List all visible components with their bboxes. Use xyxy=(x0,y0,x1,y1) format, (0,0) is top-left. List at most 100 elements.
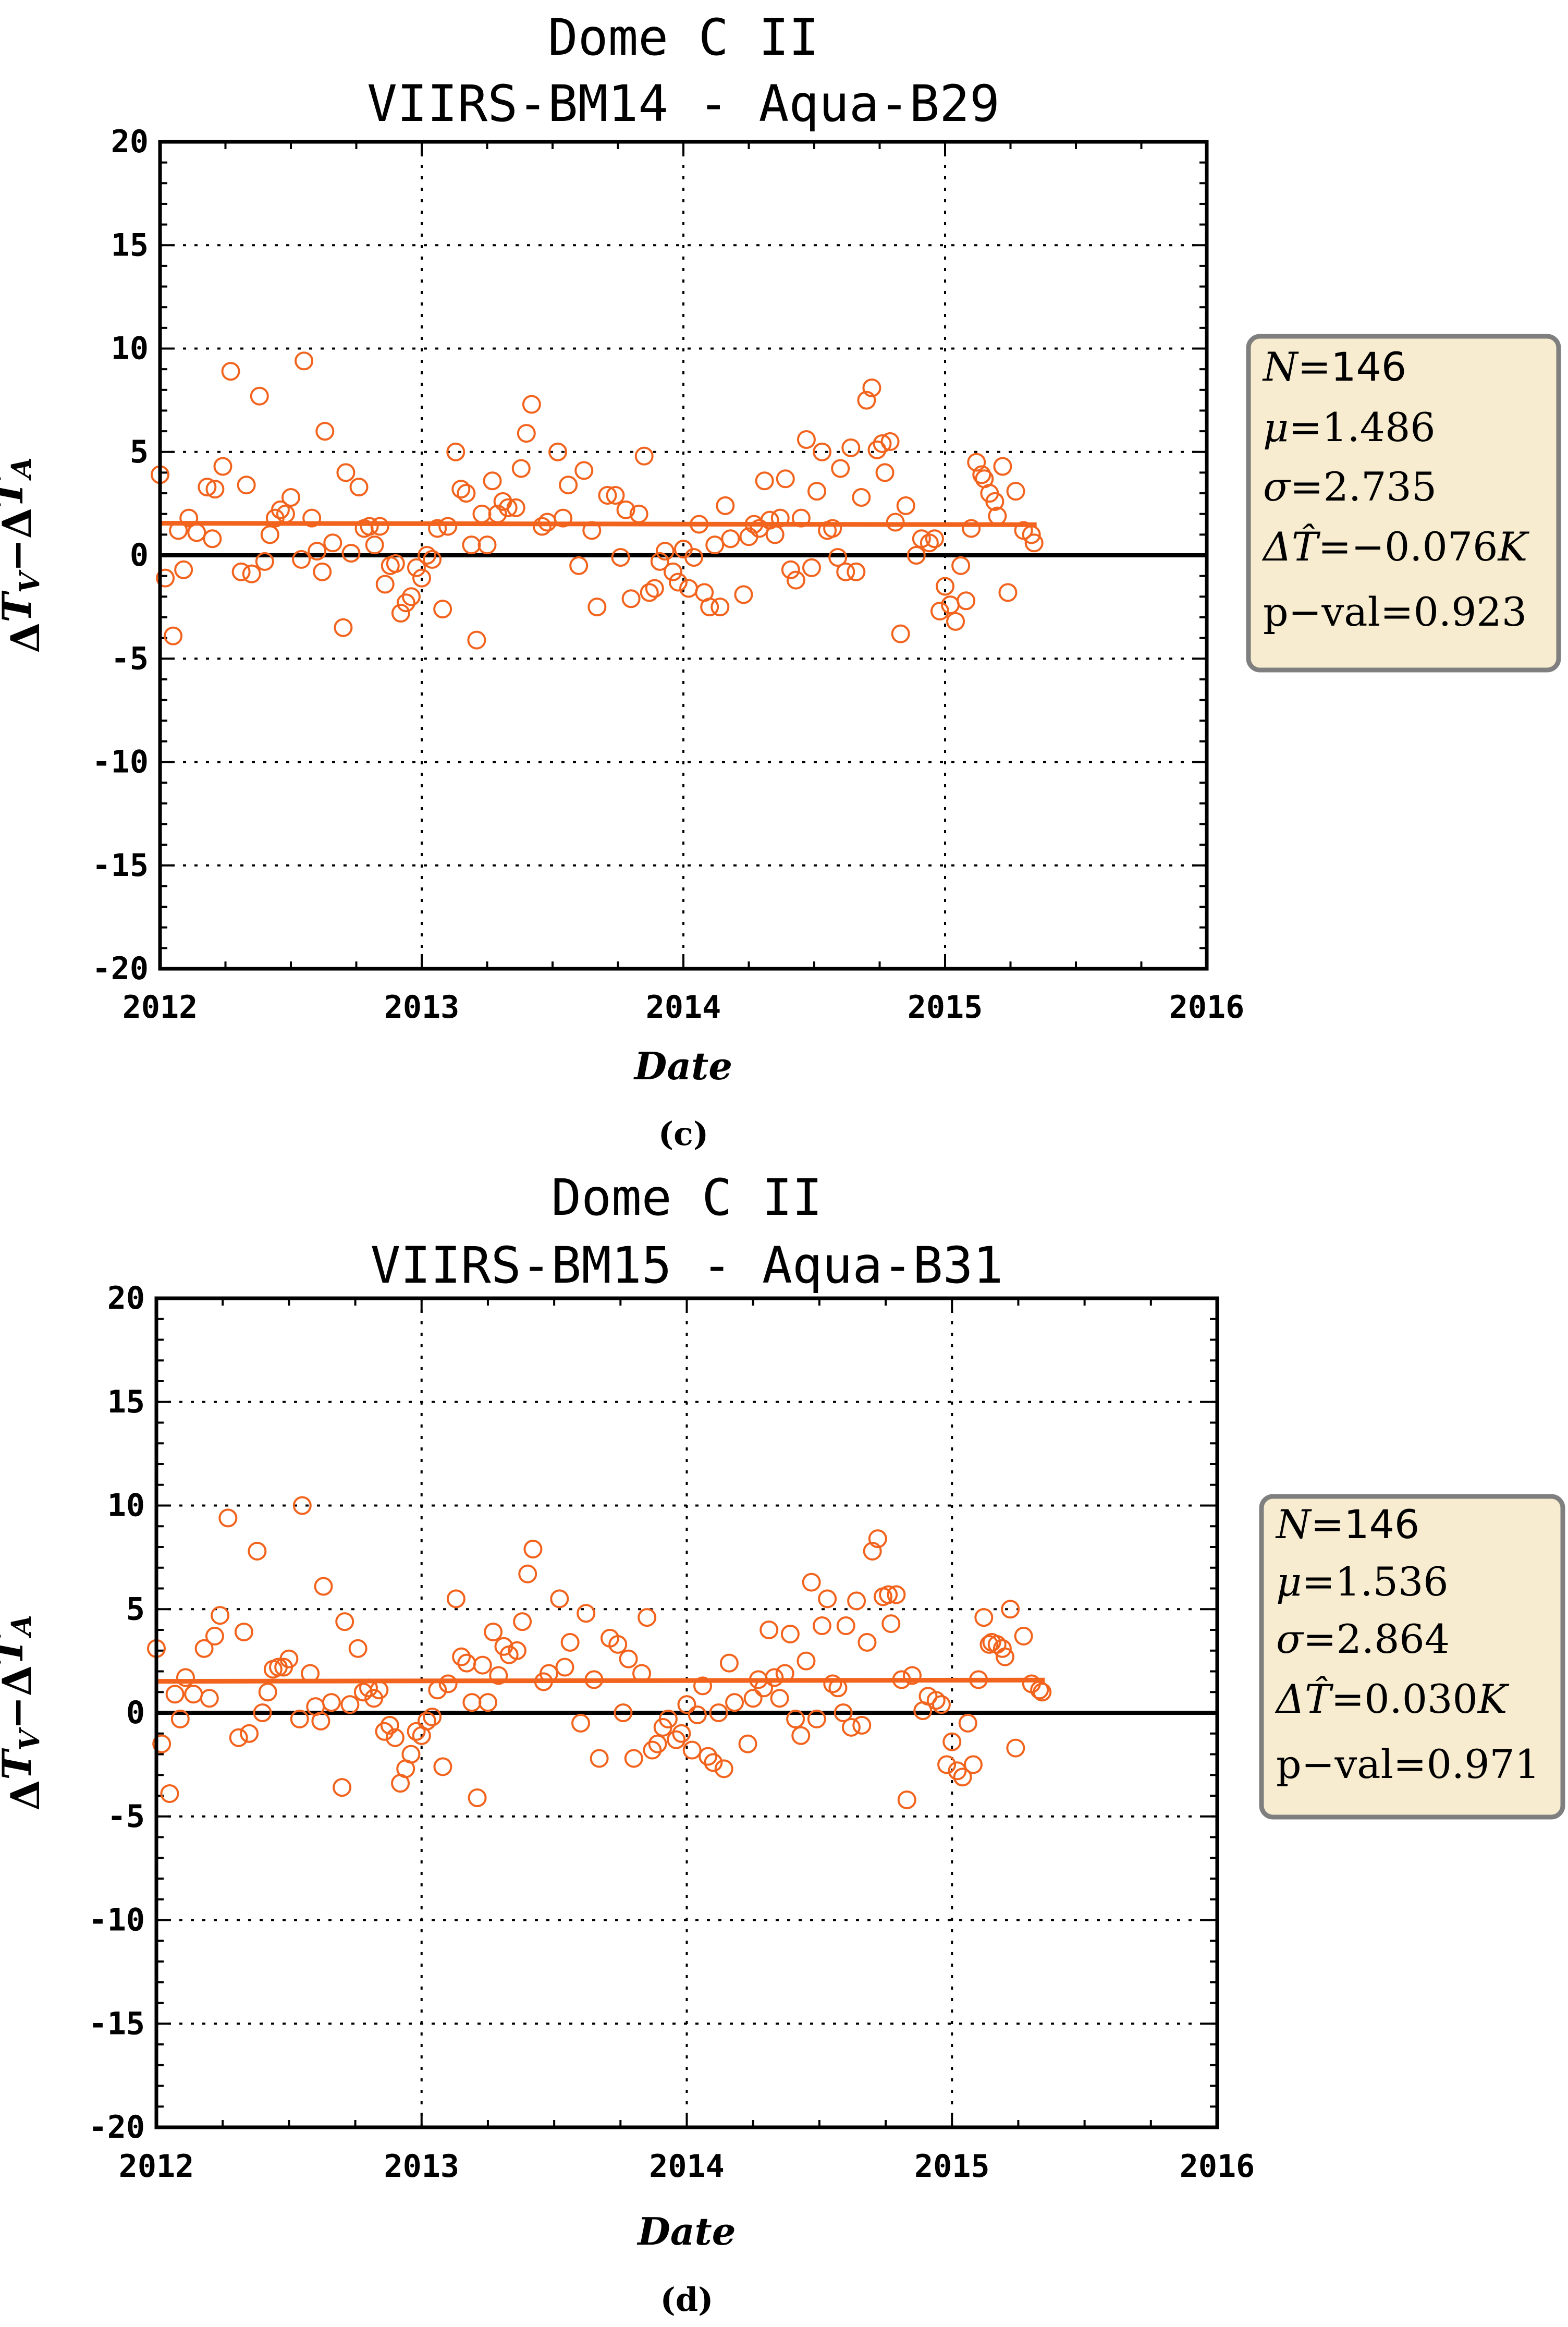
data-point xyxy=(221,362,240,381)
data-point xyxy=(776,469,795,489)
data-point xyxy=(211,1606,230,1625)
plot-frame xyxy=(158,140,1209,971)
x-tick-label: 2014 xyxy=(649,2148,725,2185)
data-point xyxy=(550,1589,569,1609)
data-point xyxy=(489,1666,508,1685)
trend-line xyxy=(156,1677,1045,1684)
stat-delta-t: ΔT̂=−0.076K xyxy=(1261,523,1530,570)
data-point xyxy=(716,496,735,515)
data-point xyxy=(755,471,774,491)
data-point xyxy=(365,535,384,555)
x-tick-label: 2012 xyxy=(119,2148,194,2185)
data-point xyxy=(1006,482,1025,501)
data-point xyxy=(571,1713,590,1733)
data-point xyxy=(710,598,730,617)
data-point xyxy=(555,1658,574,1677)
data-point xyxy=(974,1608,994,1627)
data-point xyxy=(831,459,850,478)
data-point xyxy=(634,446,654,466)
data-point xyxy=(951,556,971,575)
data-point xyxy=(719,1653,739,1673)
data-point xyxy=(619,1649,638,1668)
data-point xyxy=(616,500,635,519)
x-tick-label: 2016 xyxy=(1169,989,1245,1026)
data-point xyxy=(996,1647,1014,1666)
data-point xyxy=(813,442,832,461)
data-point xyxy=(198,478,217,497)
data-point xyxy=(743,1689,763,1708)
data-point xyxy=(334,618,353,637)
stat-n: N=146 xyxy=(1275,1501,1419,1548)
data-point xyxy=(873,434,892,453)
plot-frame xyxy=(154,1296,1219,2129)
data-point xyxy=(932,1695,951,1714)
data-point xyxy=(693,1676,713,1696)
data-point xyxy=(507,1641,526,1660)
figure-caption: (c) xyxy=(658,1115,708,1153)
data-point xyxy=(559,476,578,495)
data-point xyxy=(998,583,1018,602)
data-point xyxy=(457,484,476,503)
data-point xyxy=(569,556,589,575)
data-point xyxy=(462,1693,482,1712)
data-point xyxy=(802,558,821,577)
data-point xyxy=(484,1622,503,1641)
data-point xyxy=(858,1632,877,1652)
stat-delta-t: ΔT̂=0.030K xyxy=(1275,1676,1510,1722)
stat-sigma: σ=2.864 xyxy=(1276,1616,1450,1662)
y-tick-label: -5 xyxy=(107,1798,145,1835)
y-tick-label: 10 xyxy=(107,1488,145,1524)
data-point xyxy=(791,1726,811,1745)
data-point xyxy=(640,583,659,602)
data-point xyxy=(386,554,405,573)
data-point xyxy=(473,1655,492,1675)
data-point xyxy=(164,626,183,645)
data-point xyxy=(253,1703,272,1722)
data-point xyxy=(517,424,536,443)
data-point xyxy=(248,1541,267,1561)
data-point xyxy=(194,1639,214,1658)
data-point xyxy=(513,1612,532,1631)
data-point xyxy=(765,525,785,544)
data-point xyxy=(242,564,261,583)
data-point xyxy=(786,1709,805,1728)
y-tick-label: -10 xyxy=(89,1902,145,1939)
data-point xyxy=(380,1715,399,1735)
data-point xyxy=(926,1691,946,1710)
data-point xyxy=(548,442,568,461)
data-point xyxy=(780,1624,800,1643)
data-point xyxy=(936,577,954,596)
y-tick-label: -15 xyxy=(89,2005,145,2042)
data-point xyxy=(807,482,827,501)
data-point xyxy=(797,1651,816,1671)
data-point xyxy=(560,1632,580,1652)
y-tick-label: 20 xyxy=(111,124,149,160)
y-tick-label: -10 xyxy=(92,744,149,781)
data-point xyxy=(407,558,426,577)
data-point xyxy=(518,1564,537,1583)
data-point xyxy=(797,430,816,449)
data-point xyxy=(375,575,395,594)
data-point xyxy=(979,1635,999,1654)
data-point xyxy=(165,1685,185,1704)
x-tick-label: 2013 xyxy=(384,989,460,1026)
data-point xyxy=(532,517,552,536)
data-point xyxy=(963,1755,983,1774)
data-point xyxy=(770,1689,789,1708)
data-point xyxy=(292,550,311,569)
data-point xyxy=(577,1604,596,1623)
data-point xyxy=(925,529,944,549)
data-point xyxy=(852,1715,872,1735)
y-tick-label: -20 xyxy=(89,2109,145,2146)
data-point xyxy=(385,1728,405,1747)
data-point xyxy=(953,1768,972,1787)
data-point xyxy=(648,1734,667,1753)
data-point xyxy=(879,1585,898,1604)
data-point xyxy=(847,1591,866,1611)
data-point xyxy=(962,519,981,538)
data-point xyxy=(993,1639,1012,1658)
data-point xyxy=(836,1616,855,1636)
data-point xyxy=(205,1626,224,1646)
data-point xyxy=(937,1755,957,1774)
